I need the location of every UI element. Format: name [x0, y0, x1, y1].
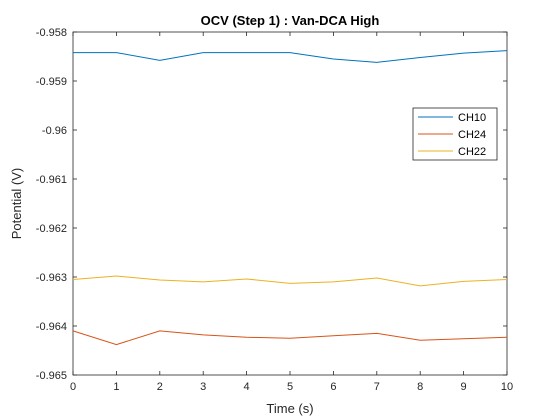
y-tick-label: -0.963: [36, 272, 67, 284]
x-tick-label: 1: [113, 381, 119, 393]
x-tick-label: 8: [417, 381, 423, 393]
plot-frame: [72, 31, 508, 376]
x-tick-label: 7: [374, 381, 380, 393]
x-axis: 0 1 2 3 4 5 6 7 8 9 10: [70, 32, 513, 393]
y-tick-label: -0.961: [36, 174, 67, 186]
legend-label-ch24: CH24: [458, 129, 486, 141]
series-line-ch10: [73, 50, 508, 63]
series-layer: [72, 50, 508, 346]
x-tick-label: 10: [501, 381, 513, 393]
y-tick-label: -0.964: [36, 321, 67, 333]
chart-title: OCV (Step 1) : Van-DCA High: [201, 13, 380, 28]
y-axis: -0.958 -0.959 -0.96 -0.961 -0.962 -0.963 -0.96…: [36, 27, 507, 382]
y-tick-label: -0.965: [36, 370, 67, 382]
x-tick-label: 3: [200, 381, 206, 393]
x-tick-label: 4: [244, 381, 250, 393]
x-tick-label: 0: [70, 381, 76, 393]
legend-label-ch22: CH22: [458, 146, 486, 158]
x-tick-label: 6: [330, 381, 336, 393]
series-line-ch24: [72, 330, 508, 346]
legend: CH10 CH24 CH22: [412, 107, 498, 161]
plot-area: [72, 31, 508, 376]
y-tick-label: -0.962: [36, 223, 67, 235]
legend-label-ch10: CH10: [458, 112, 486, 124]
series-line-ch22: [72, 275, 508, 287]
x-tick-label: 2: [157, 381, 163, 393]
y-tick-label: -0.96: [42, 125, 67, 137]
y-tick-label: -0.959: [36, 76, 67, 88]
y-axis-title: Potential (V): [9, 168, 24, 240]
x-axis-title: Time (s): [266, 401, 313, 416]
y-tick-label: -0.958: [36, 27, 67, 39]
x-tick-label: 5: [287, 381, 293, 393]
x-tick-label: 9: [461, 381, 467, 393]
